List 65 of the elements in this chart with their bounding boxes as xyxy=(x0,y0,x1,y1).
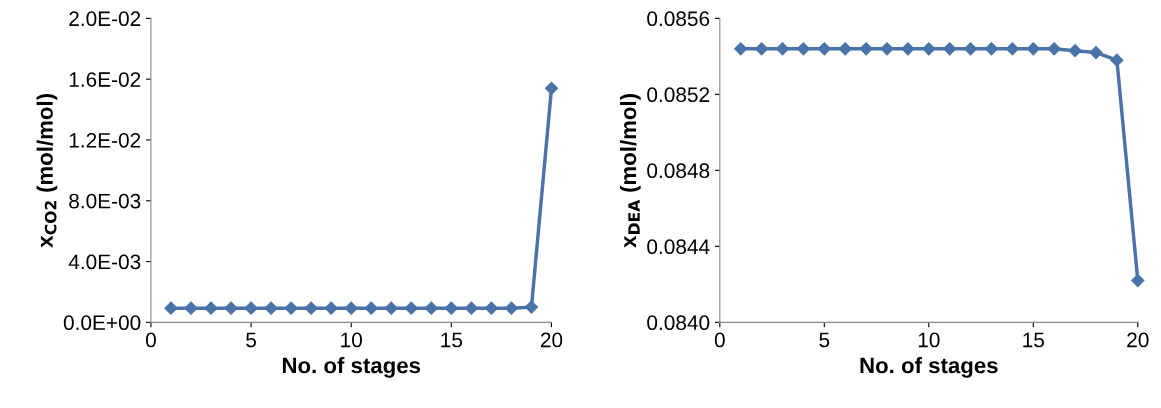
point xyxy=(424,301,438,315)
x-tick-label: 20 xyxy=(1127,332,1149,348)
point xyxy=(838,42,852,56)
point xyxy=(1131,273,1145,288)
point xyxy=(922,42,936,56)
x-tick-label: 5 xyxy=(246,332,256,348)
point xyxy=(344,301,358,315)
point xyxy=(264,301,278,315)
x-axis-title: No. of stages xyxy=(282,357,421,378)
y-tick-label: 0.0840 xyxy=(647,315,710,331)
y-tick-label: 0.0852 xyxy=(647,87,710,103)
point xyxy=(1110,53,1124,67)
point xyxy=(284,301,298,315)
point xyxy=(524,300,539,314)
y-tick-label: 8.0E-03 xyxy=(69,193,141,209)
point xyxy=(796,42,811,56)
y-tick-label: 0.0856 xyxy=(647,11,710,27)
point xyxy=(164,301,178,315)
point xyxy=(859,42,873,56)
point xyxy=(544,81,559,95)
point xyxy=(484,301,498,315)
x-tick-label: 0 xyxy=(714,332,725,348)
point xyxy=(364,301,378,315)
x-tick-label: 15 xyxy=(441,332,463,348)
point xyxy=(324,301,338,315)
point xyxy=(1047,42,1061,56)
x-tick-label: 10 xyxy=(341,332,362,348)
y-tick-label: 4.0E-03 xyxy=(68,254,141,270)
x-tick-label: 10 xyxy=(918,332,940,348)
y-tick-label: 1.2E-02 xyxy=(69,132,141,148)
point xyxy=(1068,44,1082,58)
point xyxy=(224,301,238,315)
point xyxy=(901,42,915,56)
point xyxy=(817,42,831,56)
point xyxy=(964,42,978,56)
x-tick-label: 0 xyxy=(145,332,156,348)
point xyxy=(304,301,318,315)
y-axis-title: x$_{DEA}$ (mol/mol) xyxy=(619,94,641,248)
point xyxy=(444,301,458,315)
y-tick-label: 0.0848 xyxy=(647,163,710,179)
point xyxy=(943,42,957,56)
point xyxy=(775,42,790,56)
point xyxy=(464,301,478,315)
x-tick-label: 5 xyxy=(819,332,830,348)
point xyxy=(734,42,748,56)
y-tick-label: 0.0E+00 xyxy=(63,315,141,331)
point xyxy=(1089,45,1103,60)
x-axis-title: No. of stages xyxy=(860,357,998,378)
point xyxy=(1005,42,1019,56)
y-axis-title: x$_{CO2}$ (mol/mol) xyxy=(36,94,58,248)
point xyxy=(504,301,519,315)
point xyxy=(244,301,258,315)
point xyxy=(1026,42,1040,56)
y-tick-label: 0.0844 xyxy=(647,239,710,255)
point xyxy=(184,301,198,315)
point xyxy=(404,301,418,315)
point xyxy=(204,301,218,315)
x-tick-label: 20 xyxy=(540,332,563,348)
point xyxy=(984,42,999,56)
y-tick-label: 1.6E-02 xyxy=(69,72,141,87)
y-tick-label: 2.0E-02 xyxy=(69,11,141,27)
x-tick-label: 15 xyxy=(1023,332,1044,348)
point xyxy=(384,301,398,315)
point xyxy=(880,42,894,56)
point xyxy=(755,42,769,56)
